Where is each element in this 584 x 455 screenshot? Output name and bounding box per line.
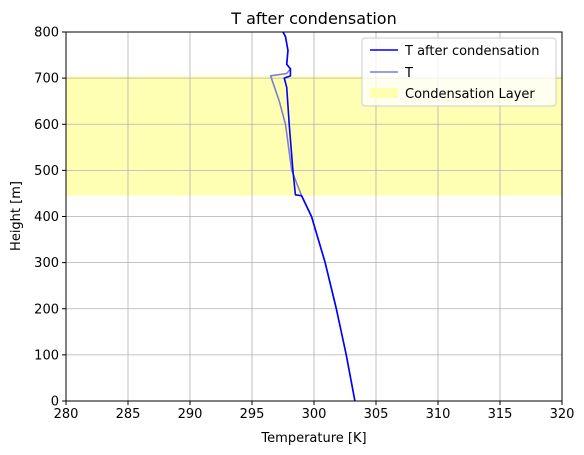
y-tick-label: 200: [34, 302, 59, 317]
y-axis-label: Height [m]: [9, 181, 24, 251]
y-tick-label: 300: [34, 256, 59, 271]
x-tick-label: 320: [550, 407, 575, 422]
legend-label-condensation-layer: Condensation Layer: [405, 87, 535, 102]
legend-label-t: T: [404, 66, 413, 81]
legend-swatch-condensation-layer: [370, 88, 398, 98]
x-tick-label: 285: [116, 407, 141, 422]
y-tick-label: 500: [34, 164, 59, 179]
y-tick-label: 600: [34, 118, 59, 133]
x-axis-label: Temperature [K]: [260, 431, 366, 446]
x-tick-label: 290: [178, 407, 203, 422]
legend: T after condensation T Condensation Laye…: [361, 37, 557, 107]
legend-box: [361, 37, 557, 107]
x-tick-label: 295: [240, 407, 265, 422]
x-tick-label: 300: [302, 407, 327, 422]
x-tick-label: 305: [364, 407, 389, 422]
y-tick-label: 800: [34, 26, 59, 41]
x-tick-label: 280: [54, 407, 79, 422]
x-tick-label: 310: [426, 407, 451, 422]
legend-label-t-after-condensation: T after condensation: [404, 44, 539, 59]
y-tick-label: 100: [34, 348, 59, 363]
y-tick-label: 700: [34, 72, 59, 87]
chart-title: T after condensation: [230, 9, 396, 28]
x-tick-label: 315: [488, 407, 513, 422]
y-tick-label: 0: [51, 395, 59, 410]
y-tick-label: 400: [34, 210, 59, 225]
series-line-t-after-condensation: [282, 31, 356, 402]
